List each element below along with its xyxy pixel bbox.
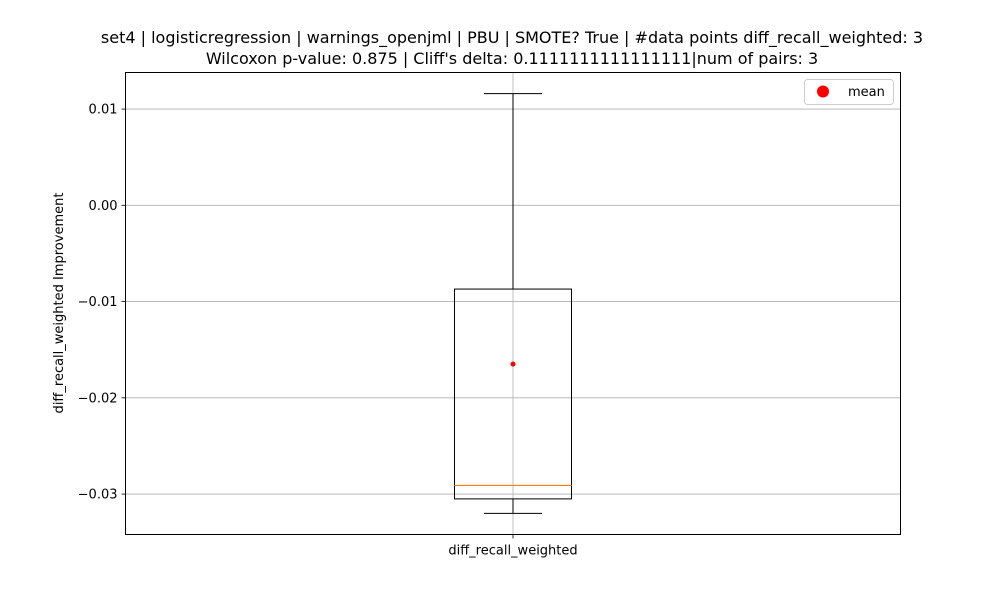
legend-mean-marker — [817, 85, 829, 98]
box-iqr — [454, 288, 572, 500]
y-tick-label: −0.03 — [78, 488, 118, 503]
legend-mean-label: mean — [848, 85, 885, 100]
y-tick-label: −0.02 — [78, 391, 118, 406]
y-tick-label: 0.00 — [89, 199, 118, 214]
y-tick-label: 0.01 — [89, 103, 118, 118]
legend-frame — [804, 79, 894, 105]
mean-marker — [510, 361, 516, 367]
boxplot — [454, 93, 572, 514]
chart-title-line-2: Wilcoxon p-value: 0.875 | Cliff's delta:… — [206, 49, 818, 68]
x-tick-label: diff_recall_weighted — [448, 544, 577, 559]
y-axis-ticks: 0.01 0.00 −0.01 −0.02 −0.03 — [78, 103, 126, 503]
y-tick-label: −0.01 — [78, 295, 118, 310]
x-axis-ticks: diff_recall_weighted — [448, 534, 578, 559]
legend: mean — [804, 79, 894, 105]
chart-title-line-1: set4 | logisticregression | warnings_ope… — [101, 28, 923, 48]
y-axis-label: diff_recall_weighted Improvement — [52, 193, 67, 414]
